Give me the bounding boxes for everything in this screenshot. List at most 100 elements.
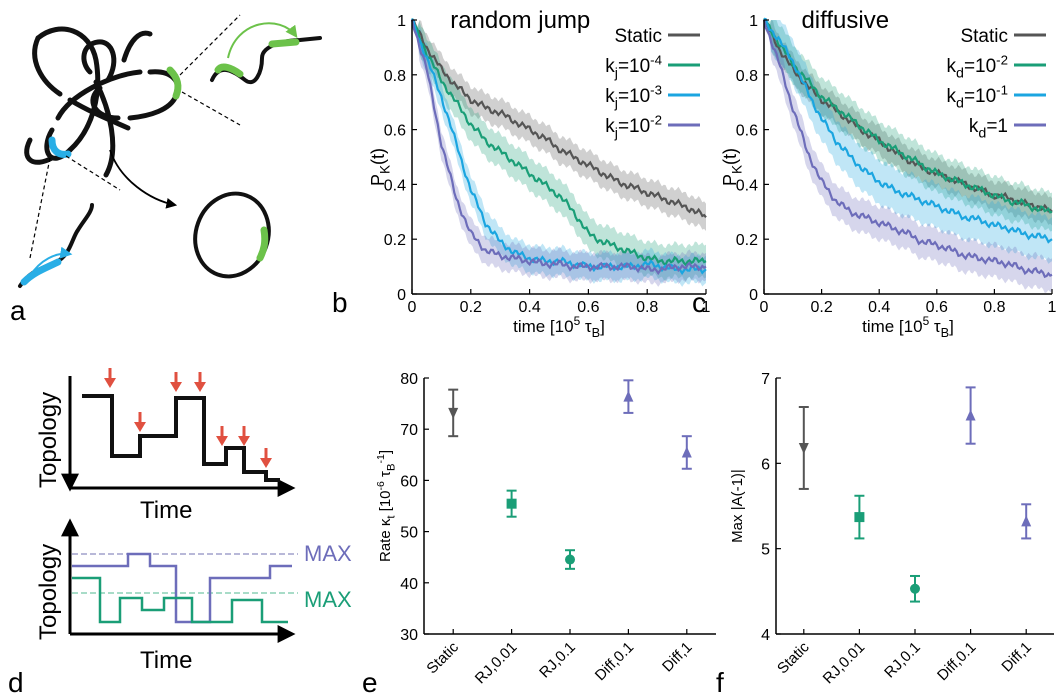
series-line-2 bbox=[763, 17, 1053, 244]
max-purple-label: MAX bbox=[304, 541, 352, 566]
event-arrows bbox=[104, 368, 272, 468]
y-tick-label: 0.8 bbox=[384, 68, 406, 85]
legend-entry-label: kj=10-4 bbox=[605, 52, 662, 81]
data-point bbox=[681, 446, 692, 458]
x-tick-label: RJ,0.01 bbox=[820, 639, 869, 688]
y-tick-label: 6 bbox=[761, 456, 770, 473]
data-point bbox=[798, 442, 809, 454]
panel-label-b: b bbox=[332, 287, 348, 318]
time-axis-label: Time bbox=[140, 497, 192, 524]
series-band-0 bbox=[412, 20, 706, 231]
y-tick-label: 0.4 bbox=[736, 177, 758, 194]
data-point bbox=[1021, 515, 1032, 527]
panel-label-d: d bbox=[8, 667, 24, 698]
topology-axis-label: Topology bbox=[35, 392, 62, 488]
y-tick-label: 0 bbox=[749, 287, 758, 304]
purple-trace bbox=[72, 552, 292, 624]
panel-label-e: e bbox=[362, 667, 378, 698]
series-band-2 bbox=[764, 20, 1052, 264]
x-tick-label: 0.2 bbox=[810, 299, 832, 316]
x-axis-label: time [105 τB] bbox=[513, 314, 605, 340]
y-tick-label: 70 bbox=[400, 422, 418, 439]
x-tick-label: Static bbox=[423, 638, 462, 677]
y-tick-label: 0.4 bbox=[384, 177, 406, 194]
chart-diffusive: 0 0.2 0.4 0.6 0.8 1 0 0.2 0.4 0.6 0.8 1 time [105 τB… bbox=[720, 7, 1057, 340]
series-line-1 bbox=[410, 18, 707, 267]
y-tick-label: 40 bbox=[400, 576, 418, 593]
x-tick-label: Static bbox=[774, 638, 813, 677]
data-point bbox=[448, 407, 459, 419]
x-tick-label: Diff,0.1 bbox=[592, 639, 637, 684]
series-band-2 bbox=[412, 20, 706, 287]
x-tick-label: 0.4 bbox=[868, 299, 890, 316]
jump-arrow-green bbox=[227, 22, 298, 59]
zoom-line bbox=[179, 14, 241, 76]
max-green-label: MAX bbox=[304, 587, 352, 612]
knot-green-segment bbox=[166, 66, 182, 100]
y-axis-label: Rate κt [10-6 τB-1] bbox=[375, 450, 398, 562]
chart-max-alexander: 4 5 6 7 Static RJ,0.01 RJ,0.1 Diff,0.1 Diff,1 Max… bbox=[729, 371, 1054, 687]
y-tick-label: 0.6 bbox=[384, 123, 406, 140]
zoom-strand-top bbox=[210, 36, 322, 84]
chart-rate: 30 40 50 60 70 80 Static RJ,0.01 RJ,0.1 Diff,0.1 D… bbox=[375, 371, 716, 687]
knot-cyan-segment bbox=[48, 136, 72, 158]
x-axis-label: time [105 τB] bbox=[862, 314, 954, 340]
y-tick-label: 0.6 bbox=[736, 123, 758, 140]
y-tick-label: 50 bbox=[400, 525, 418, 542]
y-tick-label: 1 bbox=[397, 13, 406, 30]
legend-entry-label: kd=10-2 bbox=[947, 52, 1009, 81]
data-point bbox=[565, 554, 575, 565]
y-tick-label: 4 bbox=[761, 627, 770, 644]
y-tick-label: 0 bbox=[397, 287, 406, 304]
y-tick-label: 0.2 bbox=[736, 232, 758, 249]
zoom-line bbox=[181, 91, 241, 126]
data-point bbox=[965, 409, 976, 421]
x-tick-label: Diff,1 bbox=[998, 639, 1035, 676]
x-tick-label: 0 bbox=[760, 299, 769, 316]
series-band-3 bbox=[764, 20, 1052, 294]
zoom-strand-top-green bbox=[214, 63, 244, 78]
panel-a-illustration bbox=[18, 14, 322, 288]
series-band-0 bbox=[764, 20, 1052, 226]
y-tick-label: 7 bbox=[761, 371, 770, 388]
x-tick-label: RJ,0.1 bbox=[536, 639, 579, 682]
data-point bbox=[506, 498, 517, 509]
unknot-arrow bbox=[109, 149, 178, 209]
panel-label-a: a bbox=[10, 295, 26, 326]
data-point bbox=[854, 512, 865, 523]
data-point bbox=[910, 583, 920, 594]
series-line-3 bbox=[410, 19, 707, 276]
x-tick-label: RJ,0.1 bbox=[881, 639, 924, 682]
topology-axis-label: Topology bbox=[35, 544, 62, 640]
y-tick-label: 30 bbox=[400, 627, 418, 644]
zoom-line bbox=[29, 157, 51, 259]
series-band-1 bbox=[764, 20, 1052, 232]
zoom-line bbox=[65, 155, 121, 191]
zoom-strand-bottom-cyan bbox=[20, 258, 62, 286]
legend-entry-label: Static bbox=[614, 26, 662, 47]
panel-d-bottom: MAX MAX Topology Time bbox=[35, 518, 352, 674]
x-tick-label: 0.8 bbox=[983, 299, 1005, 316]
x-tick-label: 1 bbox=[702, 299, 711, 316]
x-tick-label: 0 bbox=[408, 299, 417, 316]
series-band-1 bbox=[412, 20, 706, 282]
x-tick-label: 0.4 bbox=[518, 299, 540, 316]
topology-trace bbox=[82, 394, 280, 482]
x-tick-label: 0.2 bbox=[460, 299, 482, 316]
chart-title: random jump bbox=[450, 7, 590, 34]
y-tick-label: 0.8 bbox=[736, 68, 758, 85]
green-trace bbox=[72, 576, 288, 624]
series-line-0 bbox=[411, 18, 707, 218]
chart-random-jump: 0 0.2 0.4 0.6 0.8 1 0 0.2 0.4 0.6 0.8 1 time [105 τB… bbox=[368, 7, 711, 340]
unknot-green-segment bbox=[256, 226, 269, 262]
y-tick-label: 60 bbox=[400, 473, 418, 490]
y-tick-label: 80 bbox=[400, 371, 418, 388]
legend-entry-label: kd=1 bbox=[969, 116, 1008, 142]
y-tick-label: 0.2 bbox=[384, 232, 406, 249]
x-tick-label: 0.6 bbox=[926, 299, 948, 316]
chart-title: diffusive bbox=[801, 7, 889, 34]
series-line-3 bbox=[762, 19, 1053, 279]
x-tick-label: RJ,0.01 bbox=[472, 639, 521, 688]
x-tick-label: Diff,0.1 bbox=[934, 639, 979, 684]
